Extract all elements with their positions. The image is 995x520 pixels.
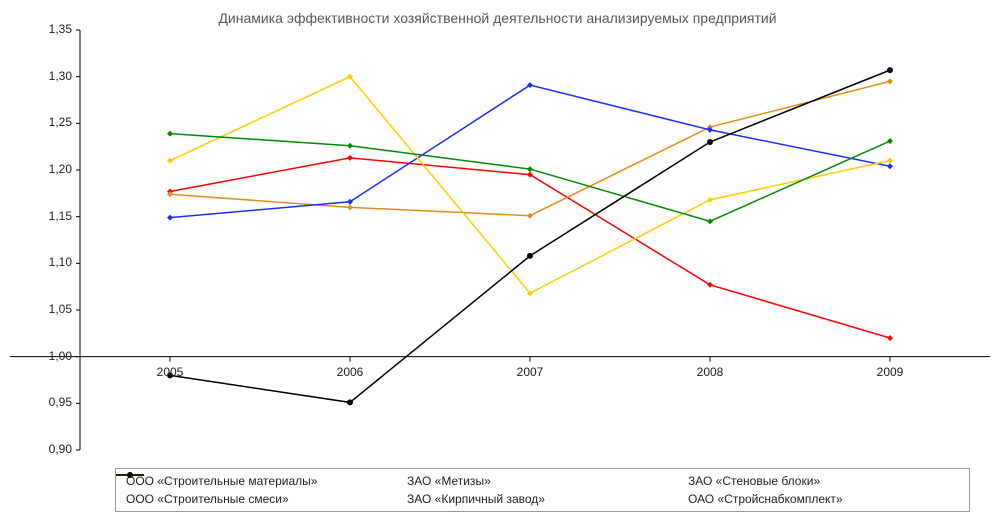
- y-tick-label: 1,05: [0, 302, 72, 316]
- y-tick-label: 1,25: [0, 115, 72, 129]
- y-tick-label: 1,30: [0, 69, 72, 83]
- legend-item: ООО «Строительные материалы»: [126, 474, 397, 488]
- x-tick-label: 2009: [877, 365, 904, 379]
- x-tick-label: 2008: [697, 365, 724, 379]
- legend-item: ООО «Строительные смеси»: [126, 492, 397, 506]
- legend-item: ОАО «Стройснабкомплект»: [688, 492, 959, 506]
- legend-item: ЗАО «Кирпичный завод»: [407, 492, 678, 506]
- y-tick-label: 1,20: [0, 162, 72, 176]
- y-tick-label: 1,15: [0, 209, 72, 223]
- chart-legend: ООО «Строительные материалы» ЗАО «Метизы»…: [115, 468, 970, 512]
- legend-label: ООО «Строительные смеси»: [126, 492, 289, 506]
- legend-label: ОАО «Стройснабкомплект»: [688, 492, 843, 506]
- y-tick-label: 1,10: [0, 255, 72, 269]
- legend-swatch: [116, 469, 144, 481]
- x-tick-label: 2006: [337, 365, 364, 379]
- y-tick-label: 1,00: [0, 349, 72, 363]
- y-tick-label: 0,90: [0, 442, 72, 456]
- y-tick-label: 1,35: [0, 22, 72, 36]
- legend-label: ЗАО «Метизы»: [407, 474, 491, 488]
- x-tick-label: 2007: [517, 365, 544, 379]
- line-chart: [0, 0, 995, 520]
- legend-item: ЗАО «Стеновые блоки»: [688, 474, 959, 488]
- legend-label: ООО «Строительные материалы»: [126, 474, 317, 488]
- legend-label: ЗАО «Кирпичный завод»: [407, 492, 545, 506]
- x-tick-label: 2005: [157, 365, 184, 379]
- chart-container: Динамика эффективности хозяйственной дея…: [0, 0, 995, 520]
- y-tick-label: 0,95: [0, 395, 72, 409]
- legend-label: ЗАО «Стеновые блоки»: [688, 474, 820, 488]
- legend-item: ЗАО «Метизы»: [407, 474, 678, 488]
